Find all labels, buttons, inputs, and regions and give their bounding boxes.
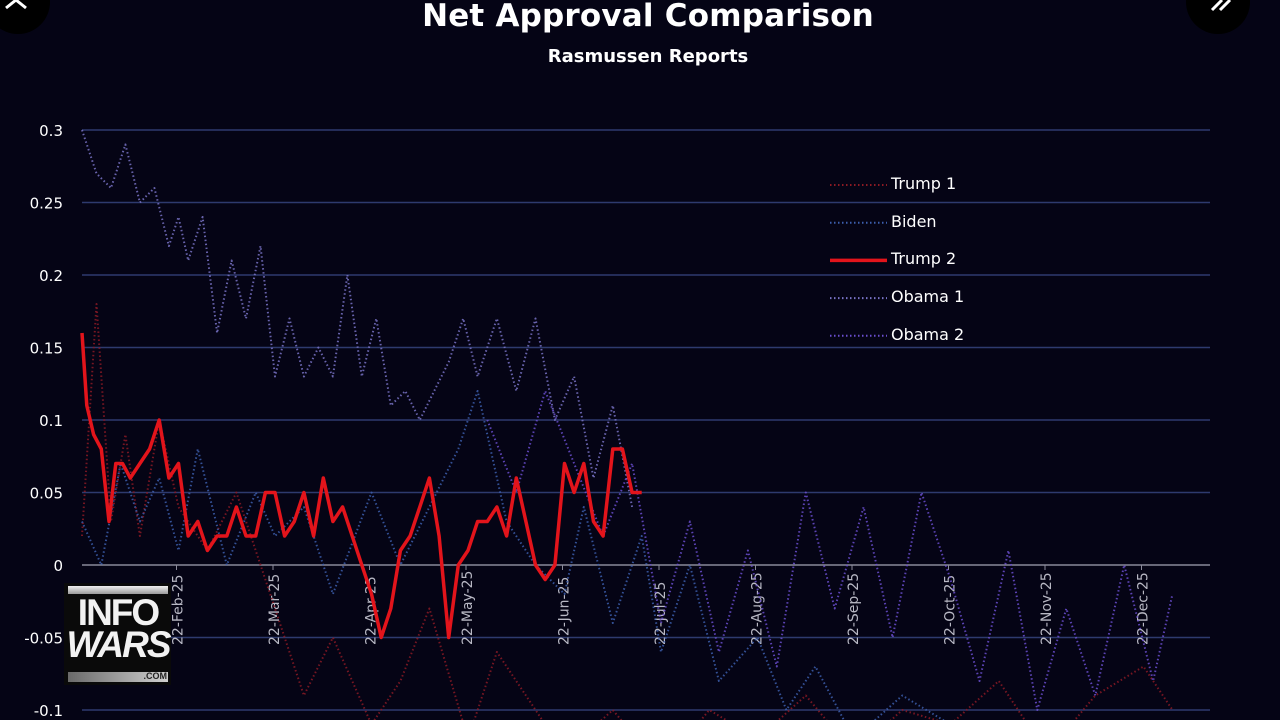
series-obama-1 xyxy=(81,129,634,508)
legend-item-biden: Biden xyxy=(891,211,937,231)
chevron-up-icon xyxy=(5,0,27,10)
y-tick-label: 0.2 xyxy=(39,267,63,285)
y-tick-label: 0.05 xyxy=(30,485,63,503)
diagonal-lines-icon xyxy=(1210,0,1232,12)
y-tick-label: 0.3 xyxy=(39,122,63,140)
y-tick-label: -0.1 xyxy=(34,702,63,720)
x-tick-label: 22-Nov-25 xyxy=(1039,572,1055,645)
y-tick-label: 0.1 xyxy=(39,412,63,430)
x-tick-label: 22-Oct-25 xyxy=(943,575,959,645)
y-tick-label: 0.15 xyxy=(30,340,63,358)
legend-item-trump-2: Trump 2 xyxy=(891,249,957,269)
legend-item-obama-1: Obama 1 xyxy=(891,287,965,307)
infowars-logo: INFO WARS .COM xyxy=(64,583,172,685)
chart-subtitle: Rasmussen Reports xyxy=(547,46,749,67)
series-biden xyxy=(81,390,945,720)
x-tick-label: 22-Aug-25 xyxy=(750,572,766,645)
x-tick-label: 22-Jul-25 xyxy=(653,582,669,645)
y-tick-label: 0.25 xyxy=(30,195,63,213)
expand-button[interactable] xyxy=(1186,0,1250,34)
x-tick-label: 22-Dec-25 xyxy=(1136,572,1152,645)
series-trump-2 xyxy=(80,332,642,640)
x-tick-label: 22-Apr-25 xyxy=(364,576,380,645)
x-tick-label: 22-Feb-25 xyxy=(171,574,187,645)
x-tick-label: 22-Jun-25 xyxy=(557,577,573,645)
chart-title: Net Approval Comparison xyxy=(422,0,874,34)
series-obama-2 xyxy=(486,390,1174,711)
legend-item-trump-1: Trump 1 xyxy=(891,174,957,193)
legend-item-obama-2: Obama 2 xyxy=(891,324,965,344)
x-tick-label: 22-May-25 xyxy=(460,571,476,645)
y-tick-label: -0.05 xyxy=(24,630,63,648)
series-trump-1 xyxy=(81,303,1174,720)
close-button[interactable] xyxy=(0,0,50,34)
y-tick-label: 0 xyxy=(53,557,63,575)
x-tick-label: 22-Sep-25 xyxy=(846,573,862,645)
